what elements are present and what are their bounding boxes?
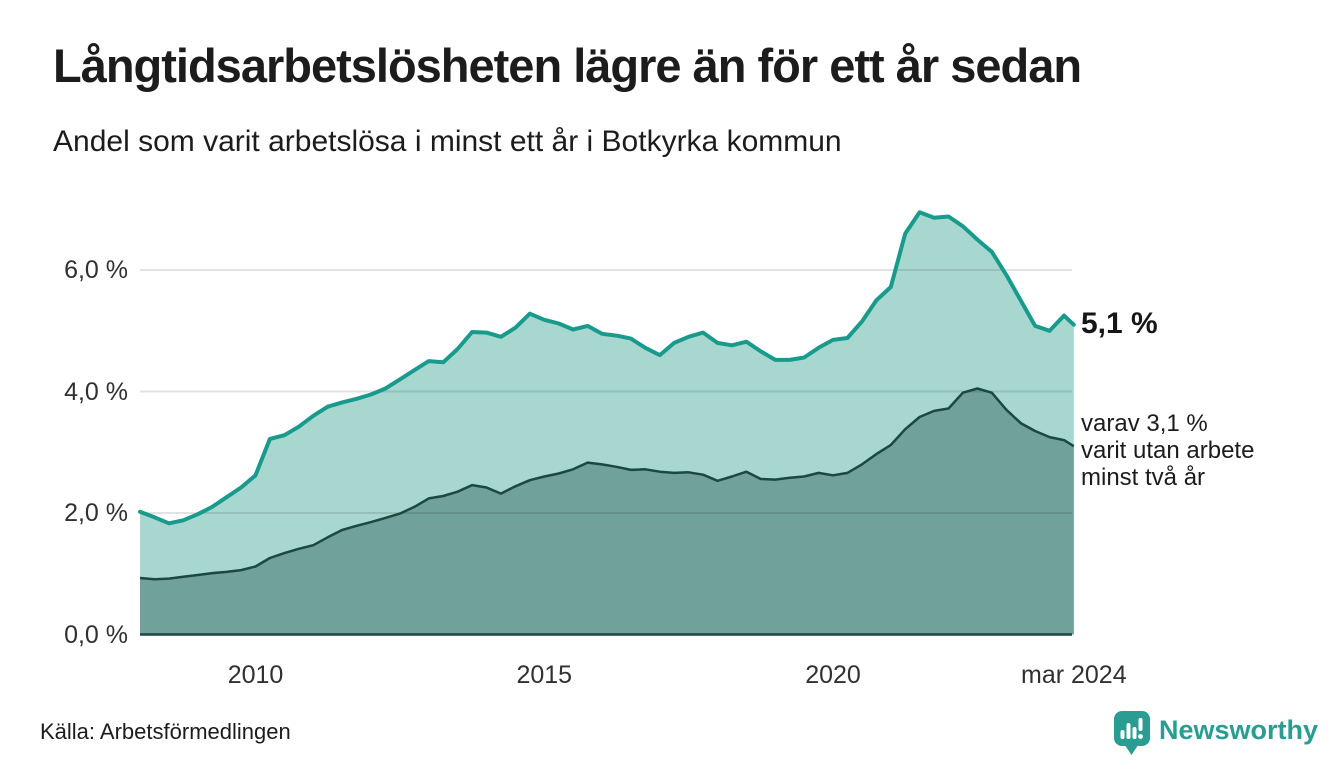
- series-two-years-area: [140, 388, 1074, 635]
- y-axis-tick: 4,0 %: [64, 377, 128, 406]
- newsworthy-logo: Newsworthy: [1112, 710, 1318, 758]
- series-two-years-line: [139, 387, 1075, 581]
- y-axis-tick: 2,0 %: [64, 499, 128, 527]
- source-note: Källa: Arbetsförmedlingen: [40, 719, 291, 744]
- x-axis-tick: mar 2024: [1021, 661, 1127, 689]
- chart-subtitle: Andel som varit arbetslösa i minst ett å…: [53, 125, 842, 158]
- end-label-secondary-line1: varav 3,1 %: [1081, 410, 1208, 437]
- end-label-secondary-line2: varit utan arbete: [1081, 437, 1255, 464]
- end-label-secondary-line3: minst två år: [1081, 464, 1206, 491]
- series-total-line: [138, 210, 1076, 526]
- end-label-secondary: varav 3,1 % varit utan arbete minst två …: [1081, 410, 1254, 491]
- chart-title: Långtidsarbetslösheten lägre än för ett …: [53, 39, 1082, 92]
- y-axis-tick: 0,0 %: [64, 620, 128, 649]
- x-axis-tick: 2020: [805, 661, 861, 689]
- y-axis-tick: 6,0 %: [64, 256, 128, 284]
- newsworthy-logo-icon: [1114, 711, 1150, 755]
- newsworthy-logo-text: Newsworthy: [1159, 715, 1319, 745]
- x-axis-tick: 2010: [227, 661, 284, 689]
- x-axis-tick: 2015: [516, 661, 573, 689]
- end-label-total: 5,1 %: [1081, 307, 1158, 340]
